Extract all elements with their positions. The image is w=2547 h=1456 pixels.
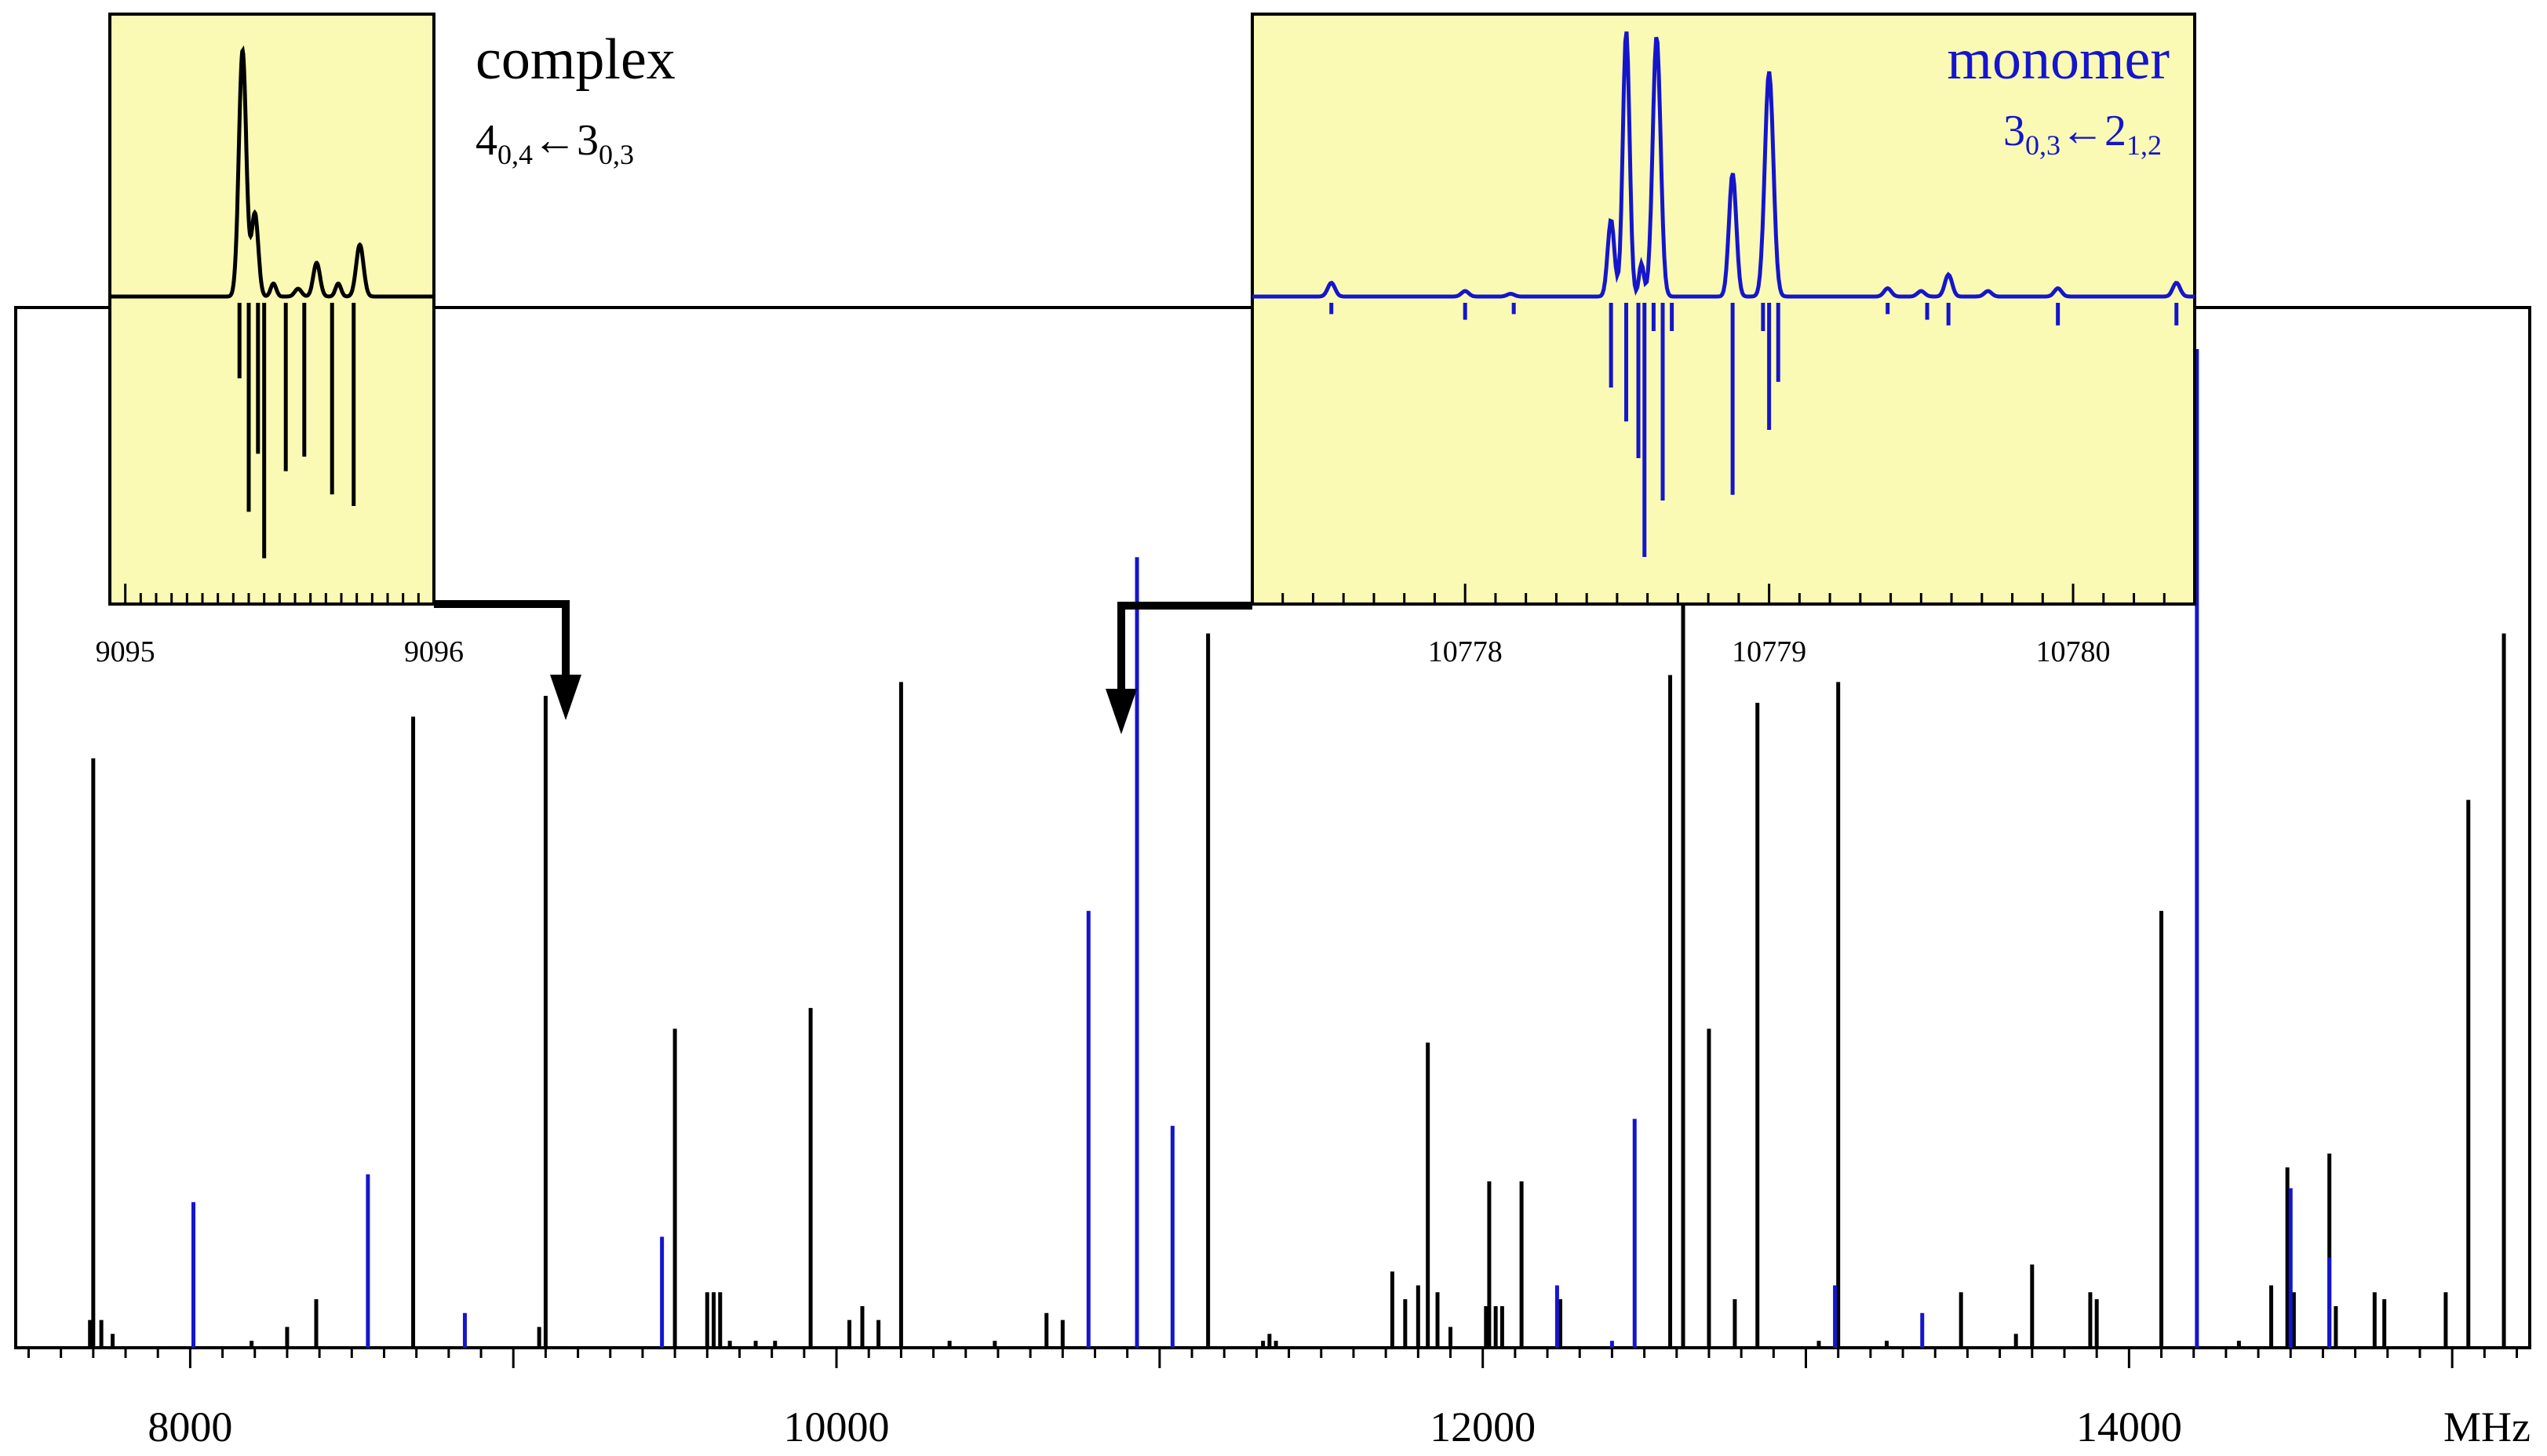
inset-monomer-assignment: 30,3←21,2 — [2003, 107, 2162, 161]
monomer-lower-subscript: 1,2 — [2126, 129, 2162, 161]
inset-monomer-pointer-arrowhead — [1106, 689, 1137, 734]
inset-complex-pointer-arrowhead — [550, 675, 581, 720]
inset-complex-assignment: 40,4←30,3 — [476, 116, 634, 170]
complex-transition-arrow: ← — [533, 116, 577, 165]
inset-monomer-panel — [1251, 13, 2196, 606]
inset-monomer: 10778 10779 10780 monomer 30,3←21,2 — [1106, 13, 2196, 734]
main-x-ticks — [27, 1348, 2519, 1368]
inset-x-tick-label: 10780 — [2036, 635, 2111, 668]
monomer-upper-j: 3 — [2003, 107, 2025, 155]
x-tick-label: 8000 — [148, 1403, 232, 1451]
main-spectrum: 8000 10000 12000 14000 MHz — [14, 306, 2531, 1451]
inset-monomer-pointer-line — [1117, 602, 1252, 698]
inset-monomer-x-tick-labels: 10778 10779 10780 — [1428, 635, 2111, 668]
inset-complex-trace — [110, 45, 434, 299]
inset-x-tick-label: 9096 — [404, 635, 464, 668]
main-x-tick-labels: 8000 10000 12000 14000 — [148, 1403, 2181, 1451]
inset-complex-panel — [108, 13, 435, 606]
x-tick-label: 12000 — [1430, 1403, 1536, 1451]
monomer-lower-j: 2 — [2104, 107, 2126, 155]
complex-lower-j: 3 — [577, 116, 599, 165]
complex-lower-subscript: 0,3 — [599, 139, 634, 170]
inset-complex-x-tick-labels: 9095 9096 — [96, 635, 464, 668]
x-tick-label: 14000 — [2076, 1403, 2182, 1451]
inset-complex-sticks — [237, 303, 356, 559]
inset-monomer-trace — [1252, 31, 2195, 299]
inset-x-tick-label: 10778 — [1428, 635, 1503, 668]
main-x-axis-label: MHz — [2443, 1403, 2531, 1451]
inset-monomer-sticks — [1329, 303, 2179, 557]
x-tick-label: 10000 — [784, 1403, 890, 1451]
monomer-upper-subscript: 0,3 — [2025, 129, 2061, 161]
inset-monomer-x-ticks — [1251, 584, 2196, 604]
monomer-transition-arrow: ← — [2061, 107, 2104, 155]
inset-x-tick-label: 10779 — [1732, 635, 1806, 668]
main-sticks — [88, 349, 2506, 1348]
complex-upper-j: 4 — [476, 116, 497, 165]
inset-complex-x-ticks — [108, 584, 435, 604]
inset-complex-label: complex — [476, 27, 676, 92]
complex-upper-subscript: 0,4 — [497, 139, 533, 170]
inset-monomer-label: monomer — [1947, 27, 2170, 92]
inset-complex-pointer-line — [434, 600, 570, 684]
inset-x-tick-label: 9095 — [96, 635, 155, 668]
inset-complex: 9095 9096 complex 40,4←30,3 — [96, 13, 676, 720]
